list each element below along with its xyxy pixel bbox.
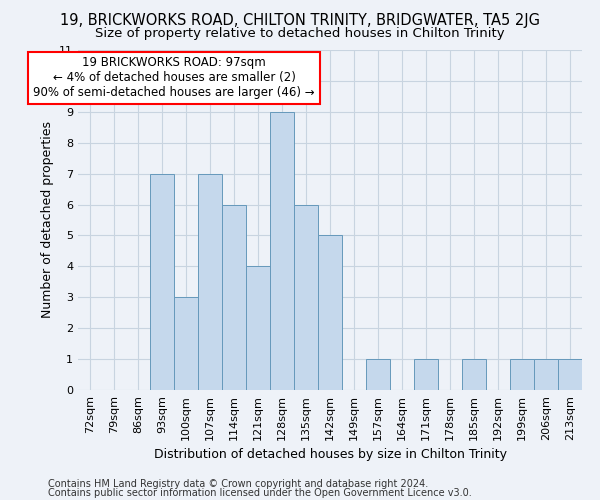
Bar [318, 236, 342, 390]
Bar [414, 359, 438, 390]
Bar [270, 112, 294, 390]
Bar [558, 359, 582, 390]
Text: Size of property relative to detached houses in Chilton Trinity: Size of property relative to detached ho… [95, 28, 505, 40]
Bar [222, 204, 246, 390]
Bar [462, 359, 486, 390]
Bar [366, 359, 390, 390]
Text: Contains public sector information licensed under the Open Government Licence v3: Contains public sector information licen… [48, 488, 472, 498]
Bar [510, 359, 534, 390]
Bar [150, 174, 174, 390]
X-axis label: Distribution of detached houses by size in Chilton Trinity: Distribution of detached houses by size … [154, 448, 506, 461]
Bar [198, 174, 222, 390]
Text: 19 BRICKWORKS ROAD: 97sqm
← 4% of detached houses are smaller (2)
90% of semi-de: 19 BRICKWORKS ROAD: 97sqm ← 4% of detach… [33, 56, 315, 100]
Text: Contains HM Land Registry data © Crown copyright and database right 2024.: Contains HM Land Registry data © Crown c… [48, 479, 428, 489]
Bar [294, 204, 318, 390]
Bar [534, 359, 558, 390]
Text: 19, BRICKWORKS ROAD, CHILTON TRINITY, BRIDGWATER, TA5 2JG: 19, BRICKWORKS ROAD, CHILTON TRINITY, BR… [60, 12, 540, 28]
Bar [174, 298, 198, 390]
Bar [246, 266, 270, 390]
Y-axis label: Number of detached properties: Number of detached properties [41, 122, 53, 318]
